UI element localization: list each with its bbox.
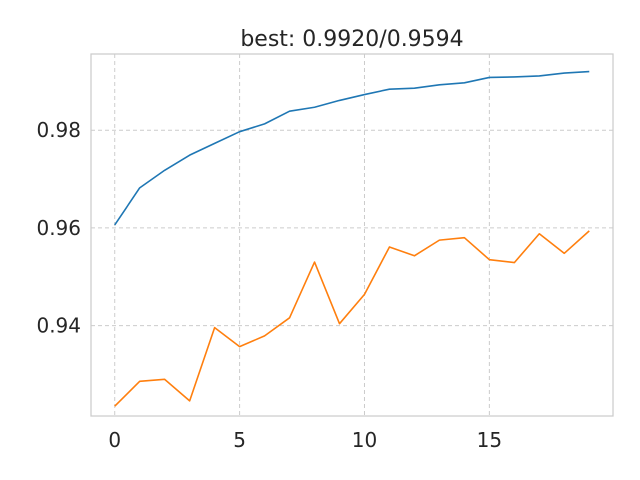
series-0-line [114,70,590,226]
y-tick-label: 0.94 [36,314,81,338]
y-axis: 0.94 0.96 0.98 [36,118,81,337]
x-tick-label: 15 [477,428,502,452]
x-tick-label: 10 [352,428,377,452]
chart-title: best: 0.9920/0.9594 [240,27,463,52]
grid [91,54,613,416]
plot-frame [90,53,614,417]
y-tick-label: 0.98 [36,118,81,142]
x-tick-label: 0 [108,428,121,452]
y-tick-label: 0.96 [36,216,81,240]
series-1-line [114,230,590,407]
series-group [114,70,590,407]
x-axis: 0 5 10 15 [108,428,502,452]
plot-background [91,54,613,416]
x-tick-label: 5 [233,428,246,452]
